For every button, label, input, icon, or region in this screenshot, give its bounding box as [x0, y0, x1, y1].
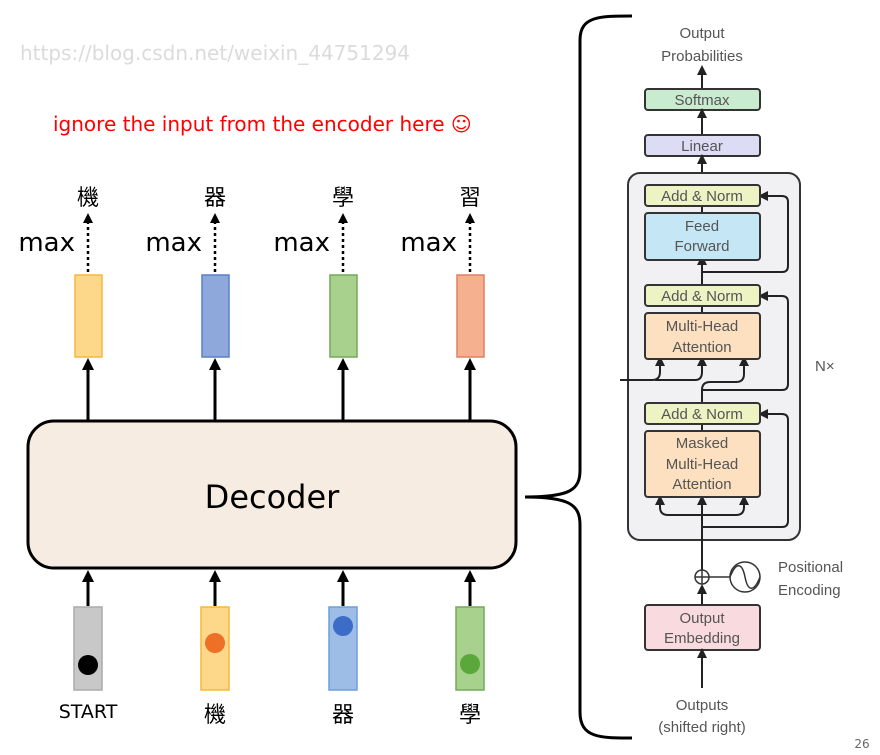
add-norm-box-3: [644, 184, 761, 207]
output-vector: [74, 274, 103, 358]
outputs-line1: Outputs: [676, 697, 729, 714]
output-char: 器: [204, 186, 226, 211]
add-norm-label-3: Add & Norm: [661, 188, 743, 205]
input-label: 學: [459, 703, 481, 728]
output-probabilities-line2: Probabilities: [661, 48, 743, 65]
output-char: 學: [332, 186, 354, 211]
token-dot: [333, 616, 353, 636]
output-vector: [329, 274, 358, 358]
max-label: max: [18, 228, 75, 258]
transformer-diagram: Output Probabilities Softmax Linear Add …: [620, 25, 843, 736]
softmax-label: Softmax: [674, 92, 730, 109]
outputs-line2: (shifted right): [658, 719, 746, 736]
max-label: max: [145, 228, 202, 258]
page-number: 26: [854, 737, 869, 751]
input-vector: [455, 606, 485, 691]
token-dot: [205, 633, 225, 653]
input-column: 器: [328, 570, 358, 728]
masked-attention-box: [644, 430, 761, 498]
feed-forward-line2: Forward: [674, 238, 729, 255]
input-vector: [73, 606, 103, 691]
input-label: 機: [204, 703, 226, 728]
add-norm-label-2: Add & Norm: [661, 288, 743, 305]
decoder-label: Decoder: [205, 478, 341, 516]
input-column: 學: [455, 570, 485, 728]
token-dot: [78, 655, 98, 675]
watermark: https://blog.csdn.net/weixin_44751294: [20, 41, 410, 65]
token-dot: [460, 654, 480, 674]
positional-encoding-line2: Encoding: [778, 582, 841, 599]
output-char: 機: [77, 186, 99, 211]
decoder-block: [26, 419, 518, 570]
max-label: max: [273, 228, 330, 258]
brace: [524, 14, 633, 740]
input-label: START: [59, 701, 118, 723]
input-column: 機: [200, 570, 230, 728]
output-vector: [456, 274, 485, 358]
add-norm-box-1: [644, 402, 761, 425]
input-column: START: [59, 570, 118, 723]
masked-line1: Masked: [676, 435, 729, 452]
multi-head-attention-box: [644, 312, 761, 360]
output-vector: [201, 274, 230, 358]
output-embedding-line1: Output: [679, 610, 725, 627]
feed-forward-box: [644, 212, 761, 261]
output-char: 習: [459, 186, 481, 211]
nx-label: N×: [815, 358, 835, 375]
linear-label: Linear: [681, 138, 723, 155]
add-norm-label-1: Add & Norm: [661, 406, 743, 423]
masked-line2: Multi-Head: [666, 456, 739, 473]
max-label: max: [400, 228, 457, 258]
output-embedding-line2: Embedding: [664, 630, 740, 647]
note-text: ignore the input from the encoder here ☺: [53, 112, 472, 136]
feed-forward-line1: Feed: [685, 218, 719, 235]
input-column-group: START 機 器 學: [59, 570, 485, 728]
add-norm-box-2: [644, 284, 761, 307]
positional-encoding-line1: Positional: [778, 559, 843, 576]
input-label: 器: [332, 703, 354, 728]
masked-line3: Attention: [672, 476, 731, 493]
multi-head-line2: Attention: [672, 339, 731, 356]
output-probabilities-line1: Output: [679, 25, 725, 42]
multi-head-line1: Multi-Head: [666, 318, 739, 335]
